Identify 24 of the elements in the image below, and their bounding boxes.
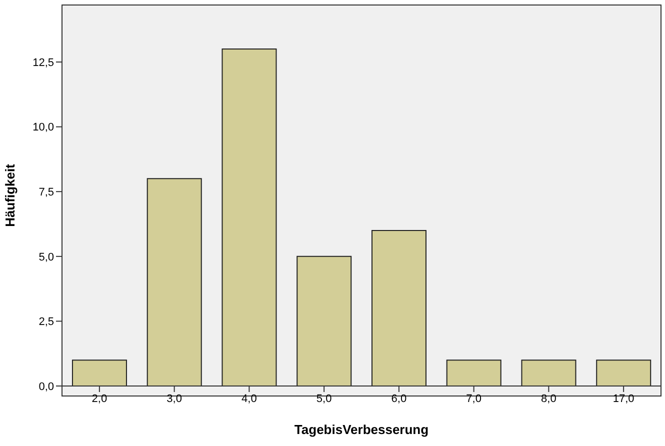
x-tick-label: 8,0 (541, 392, 556, 405)
bar (72, 360, 127, 386)
bar (371, 230, 426, 386)
bar (146, 178, 202, 386)
x-tick-label: 5,0 (316, 392, 332, 405)
y-tick-label: 10,0 (32, 122, 54, 134)
x-tick-label: 2,0 (92, 392, 108, 405)
bar (596, 360, 652, 386)
bar (296, 256, 352, 386)
y-tick-label: 7,5 (38, 186, 54, 199)
y-axis-title: Häufigkeit (2, 163, 18, 227)
y-tick-label: 12,5 (32, 56, 54, 69)
x-tick-label: 17,0 (612, 392, 634, 405)
x-tick-label: 3,0 (166, 392, 182, 405)
x-tick-label: 4,0 (242, 392, 257, 405)
x-axis-title: TagebisVerbesserung (294, 422, 429, 437)
x-tick-label: 7,0 (466, 392, 482, 405)
y-tick-label: 5,0 (38, 251, 54, 264)
bar (222, 48, 277, 386)
bar (521, 360, 576, 386)
y-tick-label: 0,0 (38, 380, 54, 393)
x-tick-label: 6,0 (391, 392, 407, 405)
bar (446, 360, 502, 386)
y-tick-label: 2,5 (38, 316, 54, 328)
